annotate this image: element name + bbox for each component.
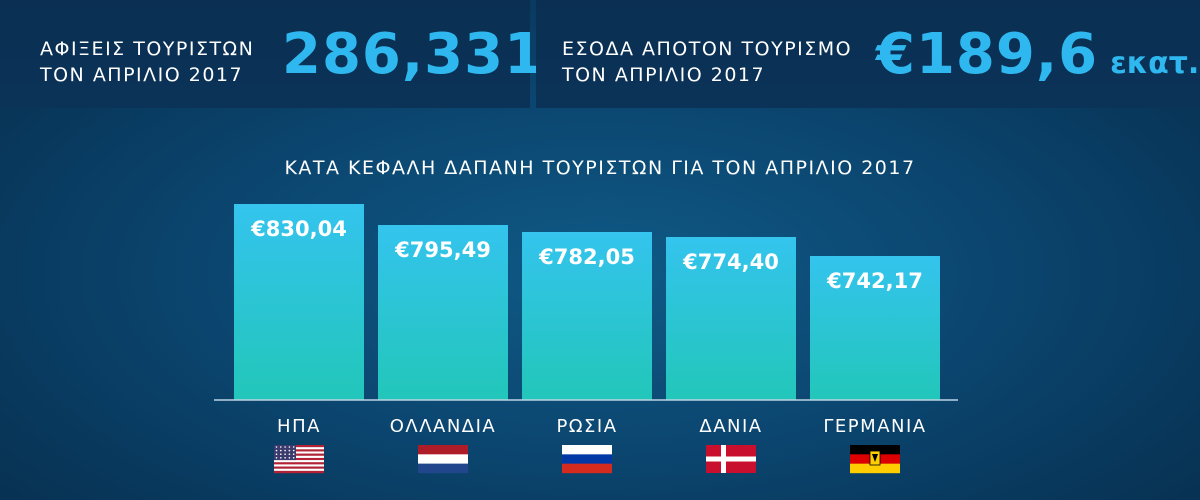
denmark-flag-icon	[706, 445, 756, 473]
flags-group: ΗΠΑ ΟΛΛΑΝΔΙΑ ΡΩΣΙΑ ΔΑΝΙΑ ΓΕΡΜΑΝΙΑ	[274, 416, 926, 474]
bars-group: €830,04 €795,49 €782,05 €774,40 €742,17	[234, 204, 940, 400]
revenue-label: ΕΣΟΔΑ ΑΠΟΤΟΝ ΤΟΥΡΙΣΜΟ ΤΟΝ ΑΠΡΙΛΙΟ 2017	[562, 38, 853, 86]
category-label: ΓΕΡΜΑΝΙΑ	[823, 416, 926, 437]
arrivals-panel: ΑΦΙΞΕΙΣ ΤΟΥΡΙΣΤΩΝ ΤΟΝ ΑΠΡΙΛΙΟ 2017 286,3…	[0, 0, 543, 108]
category-label: ΔΑΝΙΑ	[699, 416, 762, 437]
category-label: ΗΠΑ	[277, 416, 321, 437]
bar-value-label: €774,40	[682, 250, 779, 274]
revenue-panel: ΕΣΟΔΑ ΑΠΟΤΟΝ ΤΟΥΡΙΣΜΟ ΤΟΝ ΑΠΡΙΛΙΟ 2017 €…	[536, 0, 1200, 108]
bar-value-label: €782,05	[538, 245, 635, 269]
chart-title: ΚΑΤΑ ΚΕΦΑΛΗ ΔΑΠΑΝΗ ΤΟΥΡΙΣΤΩΝ ΓΙΑ ΤΟΝ ΑΠΡ…	[284, 157, 916, 179]
category-label: ΟΛΛΑΝΔΙΑ	[390, 416, 497, 437]
bar-value-label: €742,17	[826, 269, 923, 293]
arrivals-label: ΑΦΙΞΕΙΣ ΤΟΥΡΙΣΤΩΝ ΤΟΝ ΑΠΡΙΛΙΟ 2017	[40, 38, 255, 86]
category-label: ΡΩΣΙΑ	[556, 416, 617, 437]
bar-1	[234, 204, 364, 400]
arrivals-value: 286,331	[282, 22, 545, 87]
revenue-unit: εκατ.	[1110, 46, 1200, 81]
usa-flag-icon	[274, 445, 324, 474]
revenue-value: €189,6	[876, 22, 1099, 87]
russia-flag-icon	[562, 445, 612, 474]
germany-flag-icon	[850, 445, 900, 474]
revenue-value-wrap: €189,6 εκατ.	[876, 22, 1199, 87]
bar-3	[522, 232, 652, 400]
bar-4	[666, 237, 796, 400]
bar-2	[378, 225, 508, 400]
bar-value-label: €830,04	[250, 217, 347, 241]
bar-5	[810, 256, 940, 400]
netherlands-flag-icon	[418, 445, 468, 474]
bar-value-label: €795,49	[394, 238, 491, 262]
